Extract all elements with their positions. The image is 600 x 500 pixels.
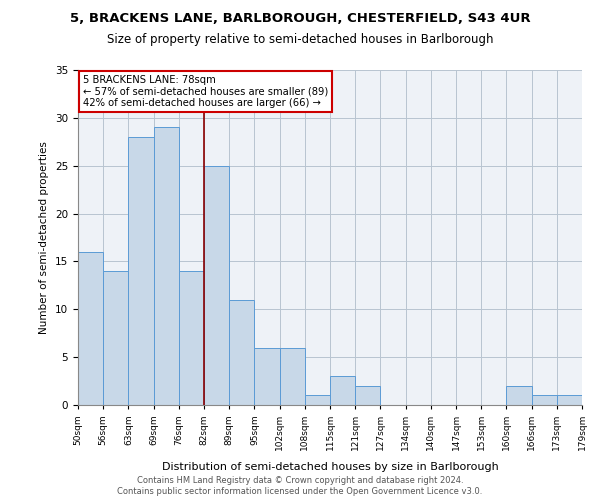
Text: Contains HM Land Registry data © Crown copyright and database right 2024.: Contains HM Land Registry data © Crown c…: [137, 476, 463, 485]
Bar: [78, 252, 103, 405]
Y-axis label: Number of semi-detached properties: Number of semi-detached properties: [40, 141, 49, 334]
Bar: [254, 348, 280, 405]
Text: 5, BRACKENS LANE, BARLBOROUGH, CHESTERFIELD, S43 4UR: 5, BRACKENS LANE, BARLBOROUGH, CHESTERFI…: [70, 12, 530, 26]
Text: Size of property relative to semi-detached houses in Barlborough: Size of property relative to semi-detach…: [107, 32, 493, 46]
Bar: [128, 137, 154, 405]
Text: Contains public sector information licensed under the Open Government Licence v3: Contains public sector information licen…: [118, 488, 482, 496]
Bar: [179, 271, 204, 405]
Bar: [532, 396, 557, 405]
Bar: [204, 166, 229, 405]
Bar: [506, 386, 532, 405]
Text: 5 BRACKENS LANE: 78sqm
← 57% of semi-detached houses are smaller (89)
42% of sem: 5 BRACKENS LANE: 78sqm ← 57% of semi-det…: [83, 75, 328, 108]
Bar: [557, 396, 582, 405]
Bar: [103, 271, 128, 405]
Bar: [330, 376, 355, 405]
X-axis label: Distribution of semi-detached houses by size in Barlborough: Distribution of semi-detached houses by …: [161, 462, 499, 471]
Bar: [229, 300, 254, 405]
Bar: [355, 386, 380, 405]
Bar: [154, 128, 179, 405]
Bar: [305, 396, 330, 405]
Bar: [280, 348, 305, 405]
